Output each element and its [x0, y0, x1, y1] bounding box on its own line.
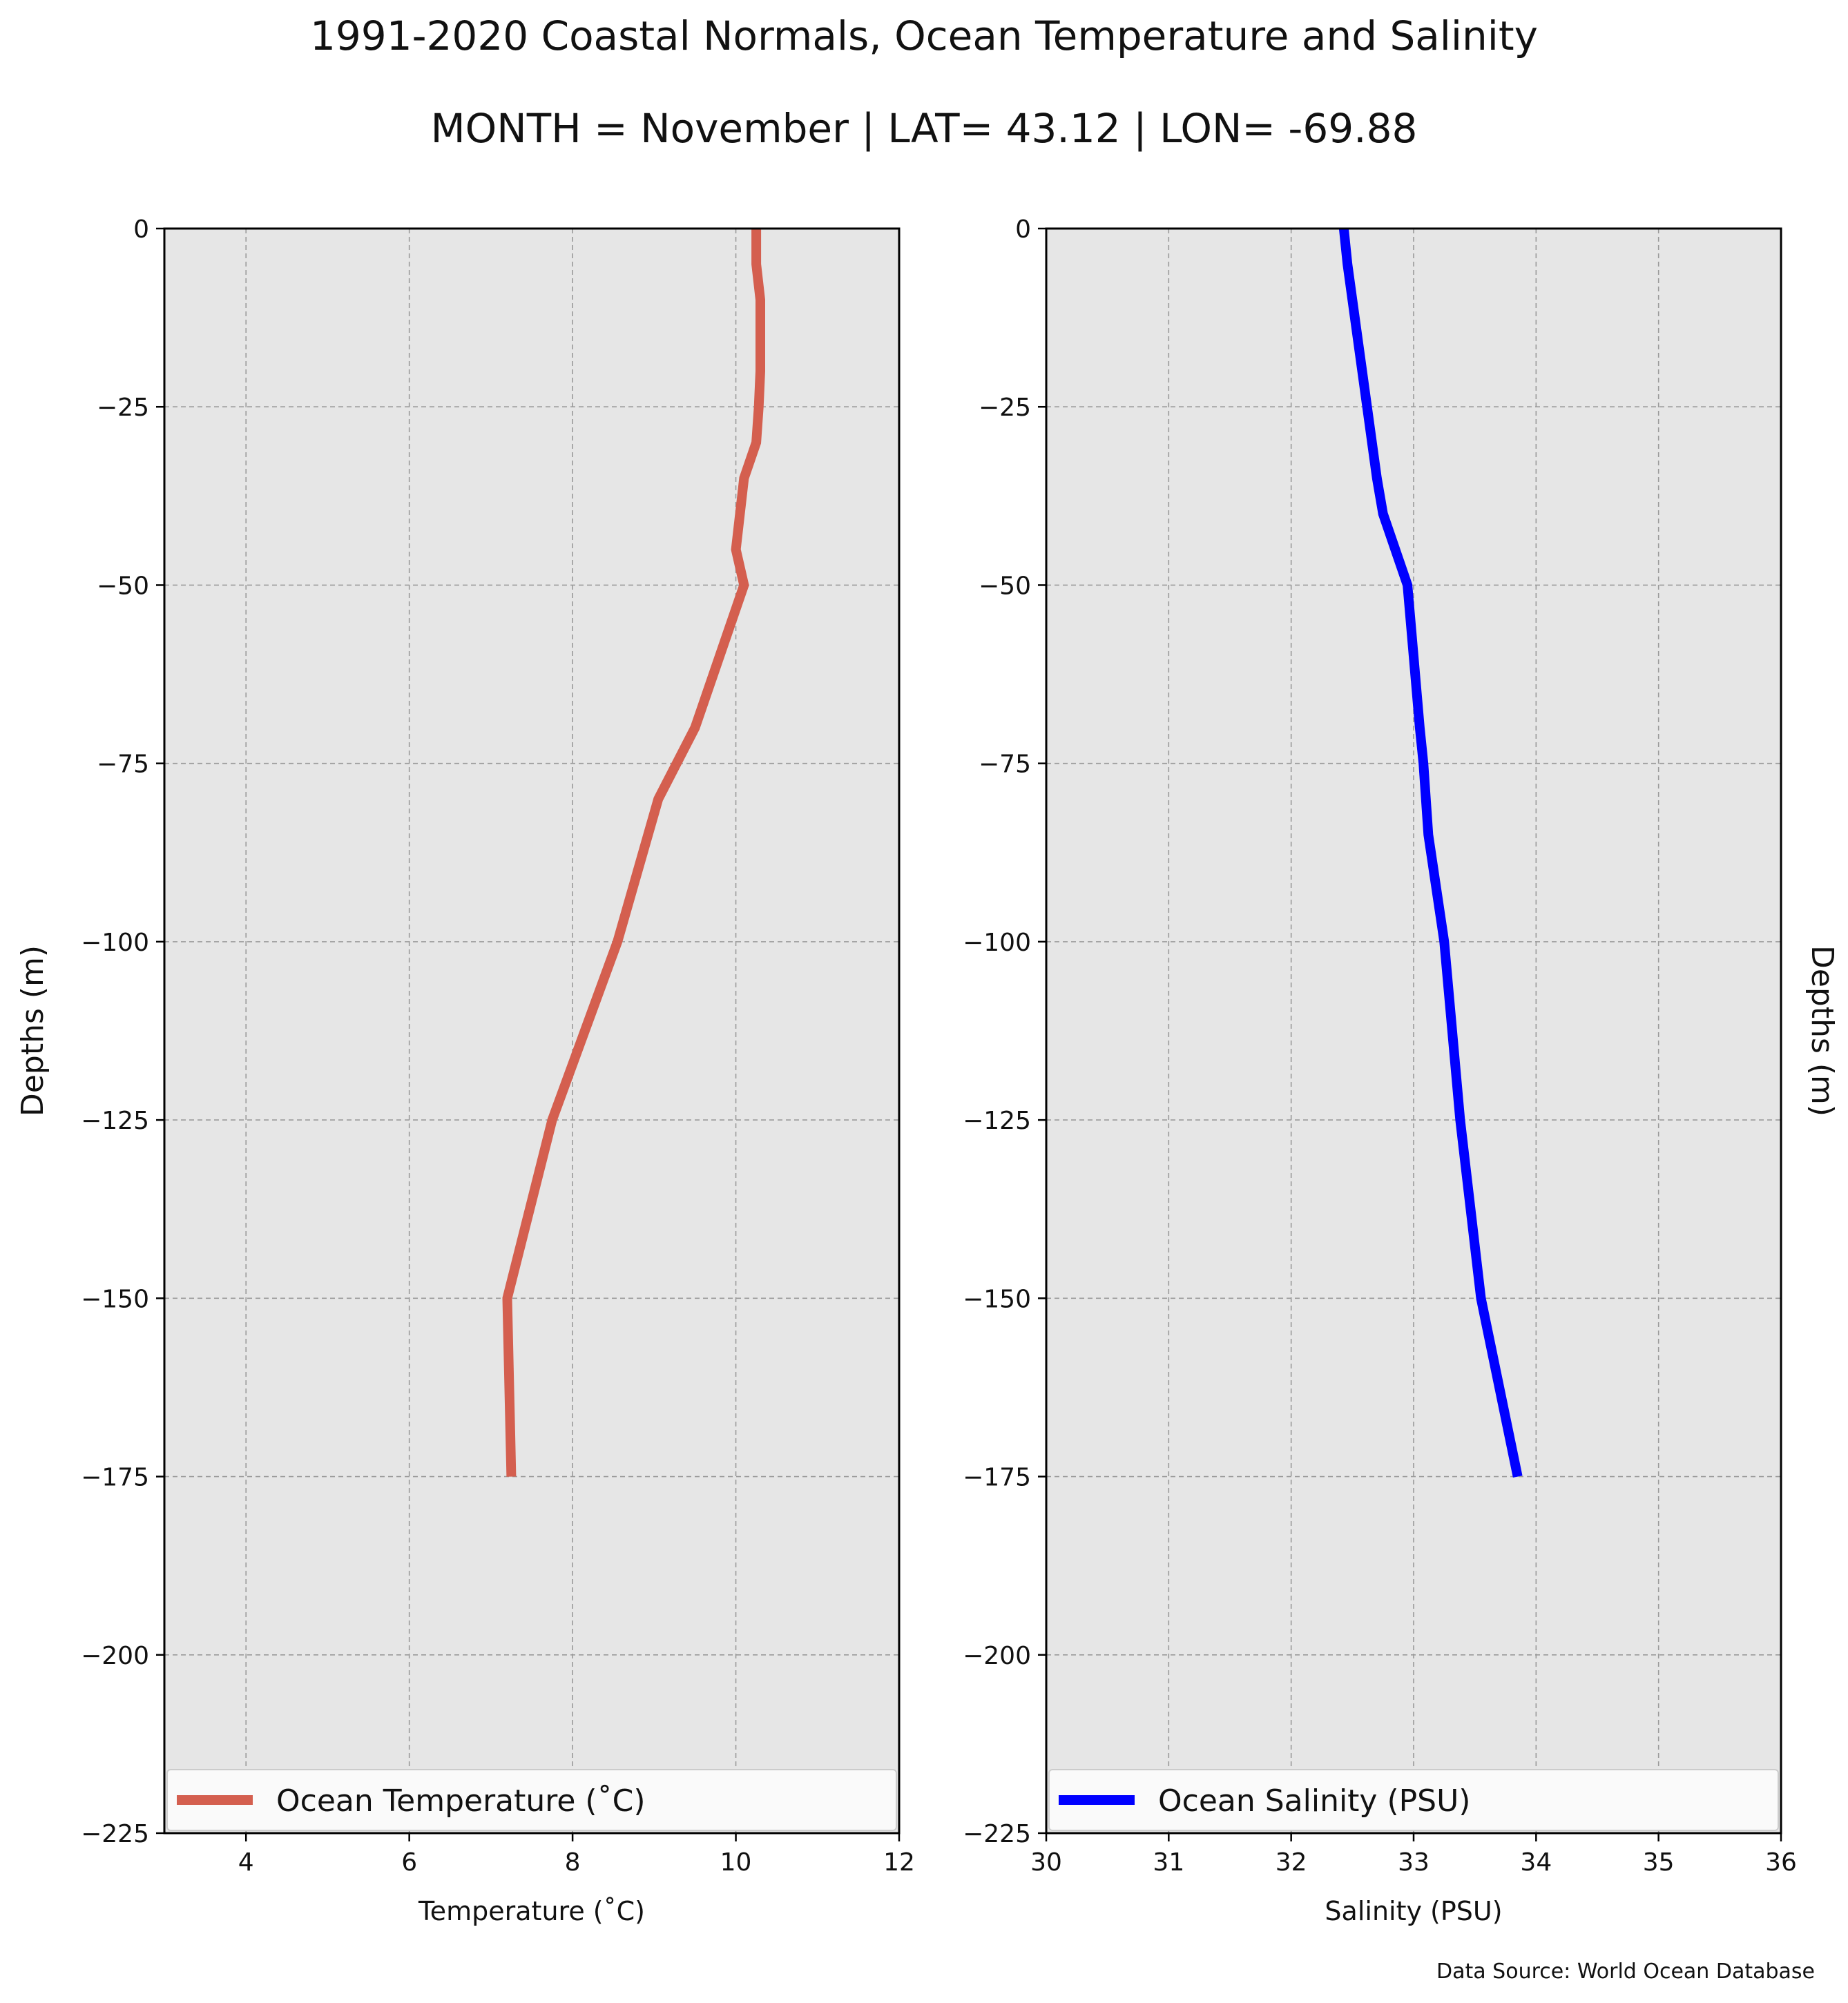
salinity-ytick-label: −100 [963, 929, 1031, 957]
temperature-xtick-label: 10 [720, 1848, 752, 1877]
temperature-ytick-label: −200 [81, 1642, 149, 1670]
salinity-xtick-label: 31 [1153, 1848, 1184, 1877]
salinity-xaxis-label: Salinity (PSU) [1325, 1896, 1502, 1926]
temperature-plot-area [164, 229, 899, 1833]
temperature-ytick-label: −150 [81, 1285, 149, 1313]
temperature-xtick-label: 4 [238, 1848, 254, 1877]
data-source-note: Data Source: World Ocean Database [1436, 1960, 1815, 1984]
salinity-series-line [1338, 228, 1523, 1478]
temperature-xtick-label: 12 [883, 1848, 915, 1877]
temperature-axes-frame [163, 227, 901, 1835]
temperature-xaxis-label: Temperature (˚C) [418, 1896, 645, 1926]
salinity-ytick-label: −75 [979, 751, 1031, 779]
salinity-ytick-label: −50 [979, 572, 1031, 600]
salinity-xtick-label: 36 [1765, 1848, 1797, 1877]
salinity-ytick-label: −175 [963, 1464, 1031, 1492]
chart-subtitle: MONTH = November | LAT= 43.12 | LON= -69… [430, 105, 1418, 152]
salinity-xtick-label: 35 [1643, 1848, 1675, 1877]
temperature-ytick-label: −75 [97, 751, 149, 779]
salinity-xtick-label: 33 [1398, 1848, 1430, 1877]
temperature-ytick-label: 0 [133, 215, 149, 244]
salinity-ytick-label: −150 [963, 1285, 1031, 1313]
salinity-yaxis-label: Depths (m) [1804, 945, 1840, 1116]
temperature-legend [166, 1769, 897, 1831]
salinity-xtick-label: 32 [1276, 1848, 1307, 1877]
salinity-legend [1048, 1769, 1779, 1831]
salinity-ytick-label: 0 [1015, 215, 1031, 244]
temperature-yaxis-label: Depths (m) [15, 945, 50, 1116]
temperature-legend-label: Ocean Temperature (˚C) [276, 1783, 646, 1819]
chart-title: 1991-2020 Coastal Normals, Ocean Tempera… [310, 12, 1538, 59]
temperature-xtick-label: 6 [401, 1848, 417, 1877]
salinity-ytick-label: −125 [963, 1107, 1031, 1135]
salinity-ytick-label: −25 [979, 394, 1031, 422]
salinity-xtick-label: 30 [1030, 1848, 1062, 1877]
salinity-xtick-label: 34 [1520, 1848, 1552, 1877]
salinity-ytick-label: −225 [963, 1820, 1031, 1848]
temperature-ytick-label: −25 [97, 394, 149, 422]
temperature-ytick-label: −225 [81, 1820, 149, 1848]
salinity-ytick-label: −200 [963, 1642, 1031, 1670]
temperature-ytick-label: −175 [81, 1464, 149, 1492]
temperature-ytick-label: −100 [81, 929, 149, 957]
temperature-ytick-label: −50 [97, 572, 149, 600]
temperature-series-line [502, 229, 765, 1477]
temperature-xtick-label: 8 [565, 1848, 581, 1877]
temperature-ytick-label: −125 [81, 1107, 149, 1135]
salinity-legend-label: Ocean Salinity (PSU) [1158, 1783, 1470, 1819]
